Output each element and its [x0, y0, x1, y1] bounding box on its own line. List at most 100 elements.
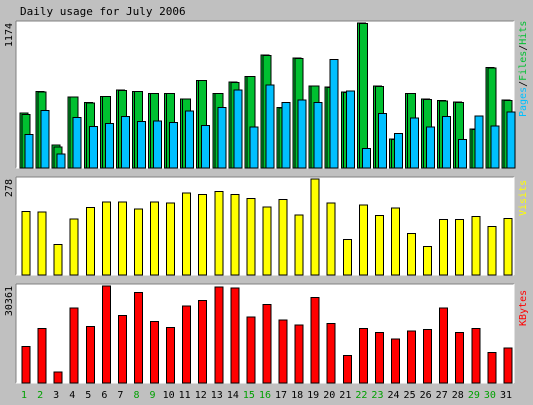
visits-bar	[37, 211, 47, 276]
visits-bar	[294, 214, 304, 276]
day-label: 27	[436, 390, 448, 401]
visits-bar	[69, 218, 79, 276]
pages-bar	[506, 111, 516, 169]
visits-bar	[133, 208, 143, 276]
pages-bar	[474, 115, 484, 169]
visits-max-label: 278	[4, 179, 15, 197]
visits-bar	[487, 226, 497, 276]
day-label: 7	[117, 390, 123, 401]
hits-legend-entry: /	[518, 45, 529, 51]
day-label: 22	[355, 390, 367, 401]
pages-bar	[345, 90, 355, 169]
pages-bar	[72, 116, 82, 169]
hits-legend-entry: Pages	[518, 87, 529, 117]
pages-bar	[217, 106, 227, 169]
day-label: 1	[21, 390, 27, 401]
visits-bar	[310, 178, 320, 276]
day-label: 28	[452, 390, 464, 401]
visits-bar	[182, 192, 192, 276]
day-label: 11	[179, 390, 191, 401]
day-label: 30	[484, 390, 496, 401]
visits-bar	[230, 194, 240, 276]
day-label: 13	[211, 390, 223, 401]
kbytes-bar	[117, 314, 127, 384]
kbytes-bar	[487, 352, 497, 384]
visits-bar	[342, 238, 352, 276]
visits-bar	[503, 218, 513, 276]
visits-series	[21, 178, 513, 276]
visits-bar	[390, 207, 400, 276]
visits-bar	[455, 218, 465, 276]
day-label: 14	[227, 390, 239, 401]
kbytes-bar	[53, 371, 63, 384]
day-label: 17	[275, 390, 287, 401]
visits-bar	[471, 216, 481, 276]
visits-bar	[214, 190, 224, 276]
day-label: 18	[291, 390, 303, 401]
pages-bar	[153, 120, 163, 169]
kbytes-bar	[342, 355, 352, 384]
pages-bar	[265, 84, 275, 169]
kbytes-bar	[503, 347, 513, 384]
pages-bar	[24, 134, 34, 169]
kbytes-bar	[423, 328, 433, 384]
pages-bar	[458, 139, 468, 169]
kbytes-bar	[455, 332, 465, 384]
pages-bar	[120, 116, 130, 169]
visits-legend-entry: Visits	[518, 180, 529, 216]
pages-bar	[329, 58, 339, 169]
pages-bar	[313, 102, 323, 169]
day-label: 5	[85, 390, 91, 401]
day-label: 8	[133, 390, 139, 401]
kbytes-bar	[390, 338, 400, 384]
kbytes-bar	[326, 322, 336, 384]
visits-bar	[358, 204, 368, 276]
kbytes-bar	[439, 307, 449, 384]
pages-bar	[201, 124, 211, 169]
kbytes-bar	[358, 327, 368, 384]
pages-bar	[426, 126, 436, 169]
pages-bar	[169, 121, 179, 169]
day-label: 16	[259, 390, 271, 401]
hits-legend: Pages/Files/Hits	[518, 21, 529, 117]
kbytes-bar	[182, 305, 192, 384]
kbytes-bar	[101, 285, 111, 384]
day-label: 12	[195, 390, 207, 401]
day-label: 26	[420, 390, 432, 401]
visits-legend: Visits	[518, 180, 529, 216]
files-bar	[358, 22, 368, 169]
day-label: 15	[243, 390, 255, 401]
pages-bar	[393, 132, 403, 169]
day-label: 19	[307, 390, 319, 401]
kbytes-bar	[230, 287, 240, 384]
day-label: 24	[387, 390, 399, 401]
visits-bar	[166, 202, 176, 276]
kbytes-bar	[198, 299, 208, 384]
pages-bar	[297, 99, 307, 169]
kbytes-bar	[262, 304, 272, 384]
visits-bar	[423, 246, 433, 276]
visits-bar	[21, 210, 31, 276]
visits-bar	[439, 218, 449, 276]
kbytes-series	[21, 285, 513, 384]
visits-bar	[53, 243, 63, 276]
pages-bar	[410, 117, 420, 169]
day-label: 29	[468, 390, 480, 401]
pages-bar	[104, 123, 114, 169]
hits-series	[19, 22, 516, 169]
hits-legend-entry: Hits	[518, 21, 529, 45]
kbytes-bar	[150, 320, 160, 384]
kbytes-legend-entry: KBytes	[518, 290, 529, 326]
kbytes-legend: KBytes	[518, 290, 529, 326]
visits-bar	[326, 202, 336, 276]
kbytes-bar	[214, 286, 224, 384]
kbytes-bar	[294, 324, 304, 384]
visits-bar	[198, 194, 208, 276]
day-label: 10	[163, 390, 175, 401]
pages-bar	[88, 126, 98, 169]
visits-bar	[85, 207, 95, 276]
visits-bar	[407, 233, 417, 276]
kbytes-bar	[133, 292, 143, 384]
pages-bar	[249, 126, 259, 169]
